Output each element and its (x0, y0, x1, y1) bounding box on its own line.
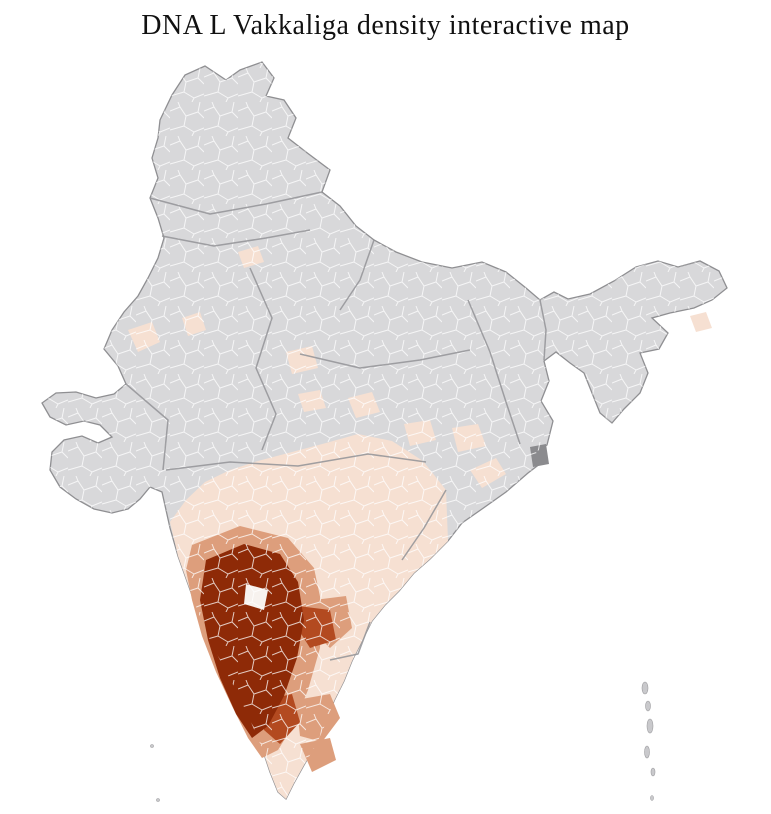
andaman-islands[interactable] (641, 681, 656, 801)
island[interactable] (650, 795, 654, 801)
state-border-line (467, 299, 521, 445)
state-border-line (339, 239, 375, 311)
island[interactable] (156, 798, 160, 802)
state-border-line (125, 383, 169, 471)
island[interactable] (150, 744, 154, 748)
state-border-line (149, 191, 323, 215)
island[interactable] (644, 745, 650, 759)
island[interactable] (646, 718, 654, 734)
state-border-line (161, 229, 311, 247)
state-border-line (329, 621, 371, 661)
district-borders-overlay (42, 62, 727, 799)
state-border-line (539, 299, 547, 361)
state-borders (125, 191, 547, 661)
page-title: DNA L Vakkaliga density interactive map (141, 10, 630, 41)
state-border-line (299, 349, 471, 369)
island[interactable] (641, 681, 649, 695)
island[interactable] (645, 700, 651, 712)
state-border-line (401, 489, 447, 561)
state-border-line (165, 453, 427, 471)
district-patch[interactable] (690, 312, 712, 332)
lakshadweep-islands[interactable] (150, 744, 160, 802)
state-border-line (249, 267, 277, 451)
island[interactable] (650, 767, 656, 777)
